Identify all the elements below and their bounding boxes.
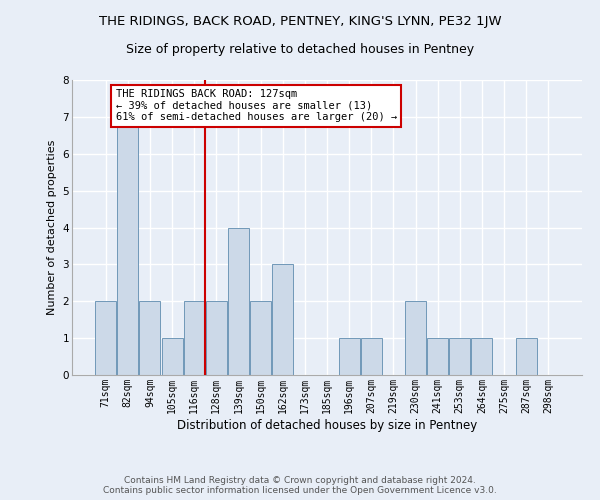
Bar (118, 117, 139, 375)
Text: Size of property relative to detached houses in Pentney: Size of property relative to detached ho… (126, 42, 474, 56)
Bar (228, 228, 249, 375)
Bar (405, 301, 426, 375)
Bar (206, 301, 227, 375)
Bar (139, 301, 160, 375)
Y-axis label: Number of detached properties: Number of detached properties (47, 140, 57, 315)
Text: THE RIDINGS BACK ROAD: 127sqm
← 39% of detached houses are smaller (13)
61% of s: THE RIDINGS BACK ROAD: 127sqm ← 39% of d… (116, 89, 397, 122)
Bar (272, 264, 293, 375)
Bar (427, 338, 448, 375)
Bar (472, 338, 493, 375)
Bar (95, 301, 116, 375)
Bar (250, 301, 271, 375)
X-axis label: Distribution of detached houses by size in Pentney: Distribution of detached houses by size … (177, 418, 477, 432)
Bar (361, 338, 382, 375)
Text: Contains HM Land Registry data © Crown copyright and database right 2024.
Contai: Contains HM Land Registry data © Crown c… (103, 476, 497, 495)
Bar (449, 338, 470, 375)
Text: THE RIDINGS, BACK ROAD, PENTNEY, KING'S LYNN, PE32 1JW: THE RIDINGS, BACK ROAD, PENTNEY, KING'S … (98, 15, 502, 28)
Bar (515, 338, 536, 375)
Bar (338, 338, 359, 375)
Bar (184, 301, 205, 375)
Bar (161, 338, 182, 375)
